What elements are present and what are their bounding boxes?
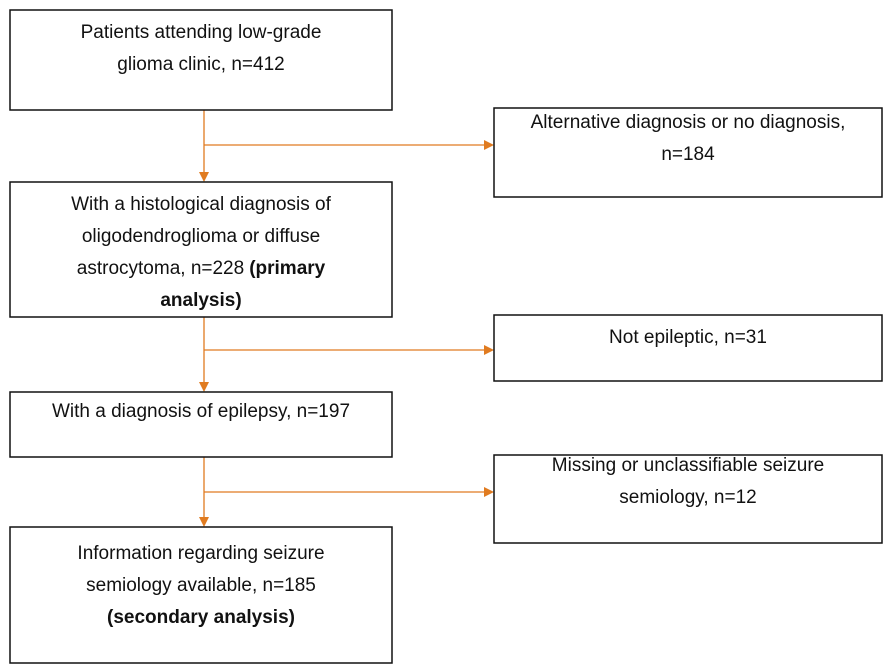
arrow-head: [199, 172, 209, 182]
node-text: Alternative diagnosis or no diagnosis,: [531, 112, 846, 133]
arrow-head: [484, 487, 494, 497]
node-box: [9, 9, 393, 111]
node-text: astrocytoma, n=228 (primary: [77, 258, 326, 279]
text-run: Missing or unclassifiable seizure: [552, 455, 824, 476]
node: Missing or unclassifiable seizure semiolo…: [493, 454, 883, 544]
node-text: Not epileptic, n=31: [609, 327, 767, 348]
text-run: Not epileptic, n=31: [609, 327, 767, 348]
node: Not epileptic, n=31: [493, 314, 883, 382]
arrow-head: [199, 382, 209, 392]
node-box: [493, 314, 883, 382]
node-text: With a diagnosis of epilepsy, n=197: [52, 401, 350, 422]
text-run: Patients attending low-grade: [81, 22, 322, 43]
arrow-head: [484, 140, 494, 150]
text-run: oligodendroglioma or diffuse: [82, 226, 320, 247]
node-text: analysis): [160, 290, 241, 311]
node-text: With a histological diagnosis of: [71, 194, 332, 215]
node-text: Information regarding seizure: [77, 543, 324, 564]
text-run: analysis): [160, 290, 241, 311]
node: With a diagnosis of epilepsy, n=197: [9, 391, 393, 458]
node-text: oligodendroglioma or diffuse: [82, 226, 320, 247]
node-text: semiology available, n=185: [86, 575, 316, 596]
text-run: (primary: [249, 258, 325, 279]
node-box: [9, 391, 393, 458]
node-text: Missing or unclassifiable seizure: [552, 455, 824, 476]
arrow-head: [484, 345, 494, 355]
text-run: glioma clinic, n=412: [117, 54, 284, 75]
text-run: Alternative diagnosis or no diagnosis,: [531, 112, 846, 133]
node: Patients attending low-grade glioma clini…: [9, 9, 393, 111]
node-box: [9, 181, 393, 318]
text-run: With a histological diagnosis of: [71, 194, 332, 215]
arrow-head: [199, 517, 209, 527]
text-run: semiology, n=12: [619, 487, 756, 508]
text-run: astrocytoma, n=228: [77, 258, 244, 279]
text-run: Information regarding seizure: [77, 543, 324, 564]
node-text: Patients attending low-grade: [81, 22, 322, 43]
node: Information regarding seizure semiology a…: [9, 526, 393, 664]
text-run: (secondary analysis): [107, 607, 295, 628]
text-run: With a diagnosis of epilepsy, n=197: [52, 401, 350, 422]
node-text: (secondary analysis): [107, 607, 295, 628]
connectors: [199, 110, 494, 527]
node: Alternative diagnosis or no diagnosis, n=…: [493, 107, 883, 198]
node-text: glioma clinic, n=412: [117, 54, 284, 75]
node-box: [9, 526, 393, 664]
text-run: semiology available, n=185: [86, 575, 316, 596]
node: With a histological diagnosis of oligoden…: [9, 181, 393, 318]
node-box: [493, 454, 883, 544]
text-run: n=184: [661, 144, 715, 165]
node-text: semiology, n=12: [619, 487, 756, 508]
node-box: [493, 107, 883, 198]
node-text: n=184: [661, 144, 715, 165]
